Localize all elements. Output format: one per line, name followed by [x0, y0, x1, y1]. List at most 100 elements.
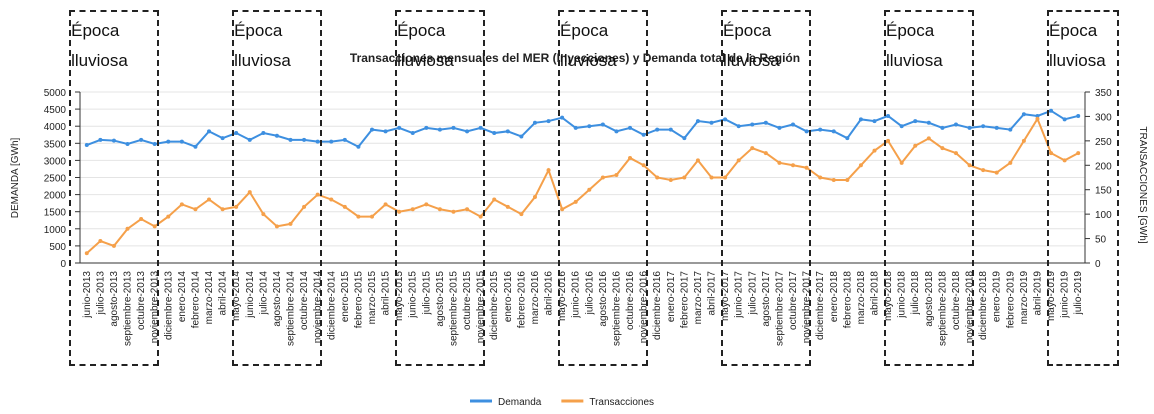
x-tick-label: febrero-2017 [679, 271, 690, 329]
y-tick-label: 4000 [44, 122, 67, 133]
point [940, 146, 945, 151]
x-tick-label: junio-2017 [734, 271, 745, 319]
point [478, 125, 483, 130]
point [410, 207, 415, 212]
point [261, 212, 266, 217]
x-tick-label: octubre-2014 [299, 271, 310, 330]
x-tick-label: julio-2013 [95, 271, 106, 316]
point [451, 209, 456, 214]
x-tick-label: febrero-2019 [1005, 271, 1016, 329]
point [247, 137, 252, 142]
y-tick-label: 4500 [44, 105, 67, 116]
point [329, 197, 334, 202]
x-tick-label: junio-2019 [1060, 271, 1071, 319]
point [166, 214, 171, 219]
point [356, 214, 361, 219]
x-tick-label: junio-2014 [245, 271, 256, 319]
x-tick-label: junio-2018 [897, 271, 908, 319]
point [274, 224, 279, 229]
point [546, 168, 551, 173]
point [818, 175, 823, 180]
point [682, 136, 687, 141]
x-tick-label: agosto-2013 [109, 271, 120, 327]
point [886, 138, 891, 143]
point [1062, 158, 1067, 163]
y-tick-label: 3000 [44, 156, 67, 167]
point [804, 165, 809, 170]
x-tick-label: julio-2015 [421, 271, 432, 316]
point [451, 125, 456, 130]
x-tick-label: junio-2013 [82, 271, 93, 319]
x-tick-label: agosto-2017 [761, 271, 772, 327]
x-tick-label: diciembre-2016 [652, 271, 663, 340]
series-line [86, 116, 1079, 254]
x-tick-label: diciembre-2018 [978, 271, 989, 340]
point [953, 151, 958, 156]
x-tick-label: abril-2014 [218, 271, 229, 316]
point [397, 209, 402, 214]
point [641, 132, 646, 137]
point [98, 137, 103, 142]
point [519, 134, 524, 139]
point [437, 207, 442, 212]
point [763, 151, 768, 156]
point [342, 137, 347, 142]
point [274, 133, 279, 138]
point [858, 117, 863, 122]
point [899, 124, 904, 129]
point [410, 131, 415, 136]
point [234, 131, 239, 136]
y-tick-label: 2000 [44, 191, 67, 202]
point [709, 175, 714, 180]
y2-tick-label: 300 [1095, 112, 1112, 123]
x-tick-label: marzo-2017 [693, 271, 704, 325]
x-tick-label: octubre-2015 [462, 271, 473, 330]
point [179, 139, 184, 144]
point [668, 177, 673, 182]
point [519, 212, 524, 217]
x-tick-label: julio-2017 [747, 271, 758, 316]
point [193, 144, 198, 149]
point [763, 120, 768, 125]
x-tick-label: octubre-2018 [951, 271, 962, 330]
x-tick-label: febrero-2015 [353, 271, 364, 329]
point [369, 127, 374, 132]
point [872, 119, 877, 124]
y-axis-label: DEMANDA [GWh] [10, 138, 21, 219]
x-tick-label: septiembre-2017 [774, 271, 785, 346]
point [207, 197, 212, 202]
point [736, 124, 741, 129]
point [125, 226, 130, 231]
y2-tick-label: 250 [1095, 137, 1112, 148]
point [1021, 112, 1026, 117]
point [750, 122, 755, 127]
x-tick-label: abril-2015 [381, 271, 392, 316]
point [302, 204, 307, 209]
point [560, 207, 565, 212]
x-tick-label: mayo-2016 [557, 271, 568, 321]
point [777, 125, 782, 130]
x-tick-label: abril-2019 [1032, 271, 1043, 316]
point [532, 120, 537, 125]
x-tick-label: febrero-2014 [190, 271, 201, 329]
x-tick-label: febrero-2018 [842, 271, 853, 329]
x-tick-label: marzo-2014 [204, 271, 215, 325]
point [207, 129, 212, 134]
point [804, 129, 809, 134]
point [994, 170, 999, 175]
x-tick-label: agosto-2018 [924, 271, 935, 327]
point [179, 202, 184, 207]
point [288, 221, 293, 226]
point [383, 202, 388, 207]
x-tick-label: noviembre-2014 [313, 271, 324, 344]
point [505, 129, 510, 134]
point [600, 175, 605, 180]
x-tick-label: junio-2015 [408, 271, 419, 319]
point [315, 139, 320, 144]
point [628, 125, 633, 130]
point [125, 141, 130, 146]
point [329, 139, 334, 144]
y2-tick-label: 100 [1095, 210, 1112, 221]
x-tick-label: mayo-2019 [1046, 271, 1057, 321]
series-line [86, 109, 1079, 148]
